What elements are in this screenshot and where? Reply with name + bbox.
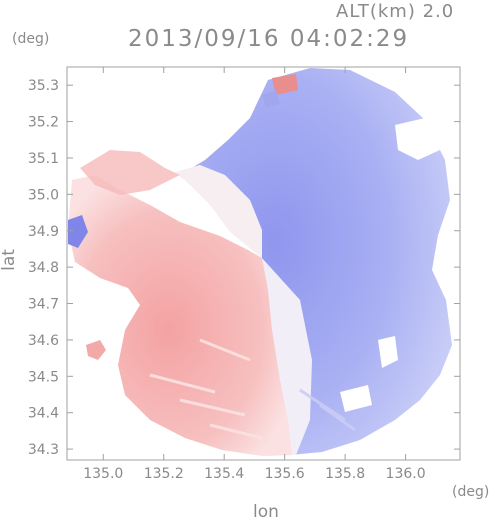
northwest-fringe [80,150,180,195]
x-tick-label: 136.0 [386,466,426,482]
y-tick-label: 34.3 [28,442,59,458]
y-tick-label: 34.4 [28,406,59,422]
northeast-hole [395,118,440,160]
y-tick-label: 35.2 [28,115,59,131]
southeast-hole [340,385,372,412]
altitude-label: ALT(km) 2.0 [336,1,455,22]
x-tick-label: 135.4 [204,466,244,482]
y-tick-label: 34.8 [28,260,59,276]
x-axis: 135.0 135.2 135.4 135.6 135.8 136.0 [83,67,426,482]
y-tick-label: 35.1 [28,151,59,167]
west-blob [86,340,106,360]
x-axis-title: lon [253,502,279,522]
x-tick-label: 135.0 [83,466,123,482]
y-axis-unit: (deg) [12,31,50,47]
y-tick-label: 34.9 [28,224,59,240]
y-tick-label: 34.7 [28,297,59,313]
west-edge-blue [68,215,88,248]
red-streaks [149,338,263,440]
y-tick-label: 34.6 [28,333,59,349]
north-red-streak [272,74,298,95]
transition-wedge [175,165,262,258]
x-axis-unit: (deg) [452,484,490,500]
x-tick-label: 135.6 [265,466,305,482]
timestamp-title: 2013/09/16 04:02:29 [128,26,410,52]
x-tick-label: 135.2 [144,466,184,482]
y-tick-label: 35.3 [28,78,59,94]
north-blue-streak [262,90,280,108]
blue-streaks [299,388,356,432]
x-tick-label: 135.8 [325,466,365,482]
receding-echo-region [68,175,292,456]
y-axis: 34.3 34.4 34.5 34.6 34.7 34.8 34.9 35.0 35.1 35.2… [28,78,460,458]
y-tick-label: 34.5 [28,369,59,385]
echo-field [68,68,452,456]
east-hole [378,336,398,368]
y-tick-label: 35.0 [28,187,59,203]
plot-frame [66,66,461,461]
